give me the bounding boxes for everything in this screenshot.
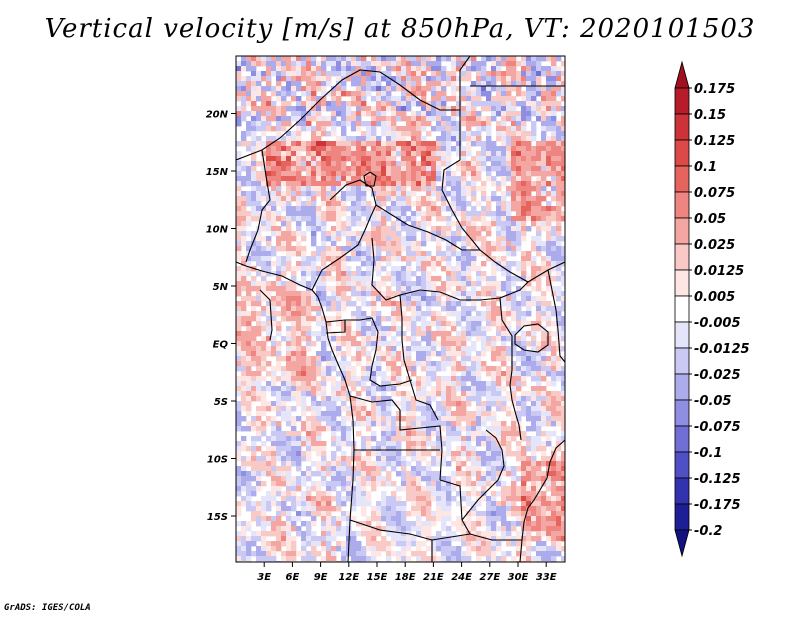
colorbar-label-15: -0.125 [694,472,741,487]
colorbar-swatch-16 [674,477,690,505]
colorbar-swatch-18 [674,529,690,558]
border-6 [375,204,480,251]
x-tick-label-5: 18E [395,572,416,583]
y-tick-label-0: 20N [206,110,229,121]
colorbar-label-12: -0.05 [694,394,731,409]
x-tick-label-8: 27E [479,572,500,583]
colorbar-label-14: -0.1 [694,446,722,461]
colorbar-swatch-9 [674,295,690,323]
x-tick-label-6: 21E [423,572,444,583]
colorbar-swatch-8 [674,269,690,297]
colorbar-swatch-7 [674,243,690,271]
border-5 [311,179,377,291]
x-tick-label-1: 6E [286,572,300,583]
chart-title: Vertical velocity [m/s] at 850hPa, VT: 2… [44,14,756,44]
x-tick-label-9: 30E [508,572,529,583]
axes: 3E 6E 9E 12E 15E 18E 21E 24E 27E 30E 33E 20N 15N 10N 5… [206,110,557,584]
colorbar-swatch-2 [674,113,690,141]
y-tick-label-2: 10N [206,225,229,236]
colorbar-label-3: 0.1 [694,160,717,175]
colorbar-label-7: 0.0125 [694,264,744,279]
x-tick-label-0: 3E [257,572,271,583]
border-7 [371,237,529,301]
colorbar: 0.175 0.15 0.125 0.1 0.075 0.05 0.025 0.0125 0.0… [674,60,750,558]
plot-frame [235,55,566,563]
colorbar-swatch-17 [674,503,690,531]
colorbar-swatch-12 [674,373,690,401]
colorbar-label-10: -0.0125 [694,342,750,357]
border-16 [461,429,505,521]
border-4 [245,149,271,263]
border-14 [349,519,471,541]
colorbar-label-9: -0.005 [694,316,741,331]
border-11 [349,395,443,481]
colorbar-swatch-0 [674,60,690,89]
colorbar-label-0: 0.175 [694,82,735,97]
y-tick-label-3: 5N [213,282,229,293]
colorbar-swatch-15 [674,451,690,479]
coastline-east [519,439,565,562]
x-tick-label-10: 33E [536,572,557,583]
colorbar-swatch-1 [674,87,690,115]
colorbar-label-6: 0.025 [694,238,735,253]
colorbar-swatch-5 [674,191,690,219]
x-tick-label-2: 9E [314,572,328,583]
colorbar-label-16: -0.175 [694,498,741,513]
y-tick-label-4: EQ [213,340,229,351]
colorbar-swatch-6 [674,217,690,245]
border-17 [499,297,513,370]
lake-tanganyika [509,369,522,441]
colorbar-label-2: 0.125 [694,134,735,149]
colorbar-label-11: -0.025 [694,368,741,383]
grads-credit: GrADS: IGES/COLA [4,603,91,613]
colorbar-swatch-3 [674,139,690,167]
colorbar-swatch-11 [674,347,690,375]
border-18 [547,269,565,363]
colorbar-label-4: 0.075 [694,186,735,201]
colorbar-label-5: 0.05 [694,212,726,227]
border-9 [325,320,346,334]
colorbar-swatch-13 [674,399,690,427]
border-1 [236,56,471,161]
colorbar-label-13: -0.075 [694,420,741,435]
velocity-field [236,56,565,562]
border-10 [399,294,439,421]
y-tick-label-5: 5S [214,397,228,408]
y-tick-label-6: 10S [207,455,228,466]
colorbar-swatch-4 [674,165,690,193]
colorbar-label-1: 0.15 [694,108,726,123]
colorbar-swatch-14 [674,425,690,453]
y-tick-label-7: 15S [207,512,228,523]
lake-victoria [514,323,549,353]
border-8 [325,317,413,387]
x-tick-label-7: 24E [451,572,472,583]
colorbar-swatch-10 [674,321,690,349]
x-tick-label-3: 12E [338,572,359,583]
y-tick-label-1: 15N [206,167,229,178]
border-19 [259,289,273,341]
colorbar-label-17: -0.2 [694,524,722,539]
x-tick-label-4: 15E [367,572,388,583]
colorbar-label-8: 0.005 [694,290,735,305]
country-borders [236,56,565,562]
